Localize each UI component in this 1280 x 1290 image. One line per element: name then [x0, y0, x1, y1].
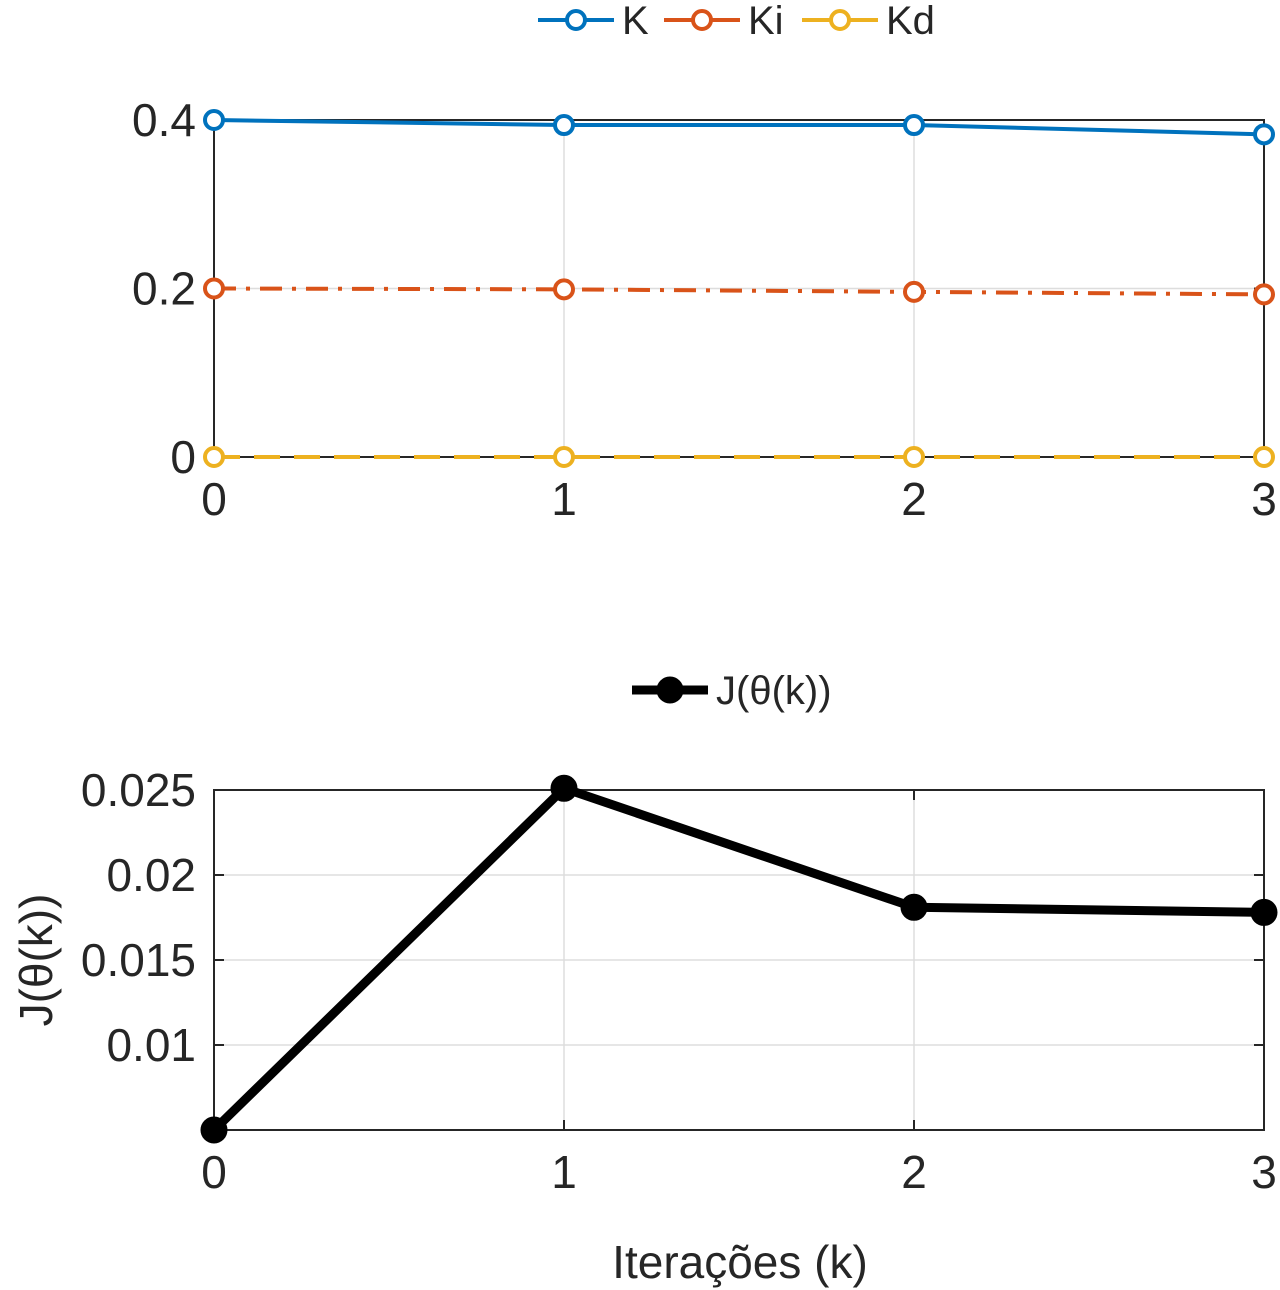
x-tick-label: 2 [901, 473, 927, 525]
x-tick-label: 1 [551, 1146, 577, 1198]
data-point [1253, 446, 1275, 468]
y-tick-label: 0 [170, 431, 196, 483]
legend-marker [691, 9, 713, 31]
x-axis-label: Iterações (k) [612, 1236, 868, 1288]
legend-label: J(θ(k)) [716, 669, 832, 713]
top-legend[interactable]: K Ki Kd [538, 0, 935, 43]
data-point [553, 114, 575, 137]
legend-label: Ki [748, 0, 784, 43]
top-series [203, 109, 1275, 468]
data-point [903, 446, 925, 468]
chart-gains: 0 0.2 0.4 0 1 2 3 K Ki Kd [132, 0, 1277, 525]
bottom-legend[interactable]: J(θ(k)) [632, 669, 832, 713]
data-point [200, 1116, 228, 1144]
y-tick-label: 0.2 [132, 263, 196, 315]
x-tick-label: 3 [1251, 473, 1277, 525]
data-point [903, 114, 925, 137]
x-tick-label: 2 [901, 1146, 927, 1198]
top-x-ticks: 0 1 2 3 [201, 120, 1277, 525]
series-line-J(θ(k)) [210, 783, 1265, 1134]
x-tick-label: 0 [201, 1146, 227, 1198]
x-tick-label: 1 [551, 473, 577, 525]
bottom-y-ticks: 0.01 0.015 0.02 0.025 [81, 764, 1264, 1071]
legend-marker [565, 9, 587, 31]
data-point [1253, 123, 1275, 146]
data-point [203, 109, 225, 131]
data-point [550, 774, 578, 802]
bottom-x-ticks: 0 1 2 3 [201, 790, 1277, 1198]
data-point [1253, 283, 1275, 306]
y-axis-label: J(θ(k)) [10, 894, 62, 1027]
top-y-ticks: 0 0.2 0.4 [132, 94, 1264, 483]
chart-cost: 0.01 0.015 0.02 0.025 0 1 2 3 J(θ(k)) Iteraçõe… [10, 669, 1278, 1288]
data-point [553, 278, 575, 301]
y-tick-label: 0.015 [81, 934, 196, 986]
data-point [1250, 898, 1278, 926]
series-line-K [213, 118, 1265, 137]
data-point [203, 277, 225, 300]
data-point [553, 446, 575, 468]
y-tick-label: 0.025 [81, 764, 196, 816]
bottom-series [200, 774, 1278, 1144]
x-tick-label: 3 [1251, 1146, 1277, 1198]
data-point [203, 446, 225, 468]
bottom-grid [213, 789, 1265, 1130]
y-tick-label: 0.4 [132, 94, 196, 146]
series-line-Ki [213, 286, 1265, 297]
x-tick-label: 0 [201, 473, 227, 525]
legend-marker [656, 676, 684, 704]
legend-label: K [622, 0, 649, 43]
data-point [900, 893, 928, 921]
data-point [903, 280, 925, 303]
y-tick-label: 0.01 [106, 1019, 196, 1071]
y-tick-label: 0.02 [106, 849, 196, 901]
legend-marker [829, 9, 851, 31]
legend-label: Kd [886, 0, 935, 43]
